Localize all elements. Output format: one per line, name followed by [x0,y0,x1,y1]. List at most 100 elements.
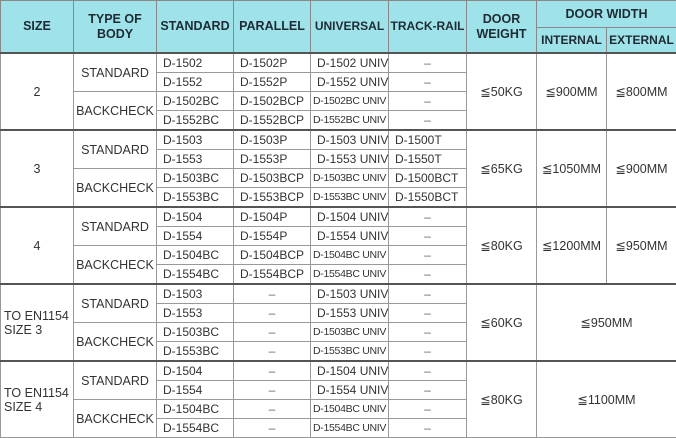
track-rail-model: – [389,419,467,438]
internal-width-cell: ≦1050MM [537,130,607,207]
door-weight-cell: ≦65KG [467,130,537,207]
track-rail-model: – [389,111,467,131]
track-rail-model: – [389,361,467,381]
size-cell: 3 [1,130,74,207]
track-rail-model: D-1550T [389,150,467,169]
universal-model: D-1553 UNIV [311,150,389,169]
universal-model: D-1552 UNIV [311,73,389,92]
header-door-weight: DOOR WEIGHT [467,1,537,54]
universal-model: D-1554BC UNIV [311,265,389,285]
track-rail-model: D-1500BCT [389,169,467,188]
door-width-cell: ≦1100MM [537,361,676,438]
standard-model: D-1504 [157,207,234,227]
track-rail-model: – [389,246,467,265]
standard-model: D-1502 [157,53,234,73]
track-rail-model: – [389,304,467,323]
door-weight-cell: ≦60KG [467,284,537,361]
body-type-cell: STANDARD [74,130,157,169]
standard-model: D-1554 [157,227,234,246]
universal-model: D-1502BC UNIV [311,92,389,111]
standard-model: D-1553BC [157,188,234,208]
internal-width-cell: ≦1200MM [537,207,607,284]
track-rail-model: – [389,92,467,111]
universal-model: D-1504 UNIV [311,361,389,381]
header-track-rail: TRACK-RAIL [389,1,467,54]
standard-model: D-1504 [157,361,234,381]
door-weight-cell: ≦80KG [467,207,537,284]
parallel-model: D-1553BCP [234,188,311,208]
door-weight-cell: ≦80KG [467,361,537,438]
track-rail-model: D-1550BCT [389,188,467,208]
parallel-model: D-1552BCP [234,111,311,131]
header-parallel: PARALLEL [234,1,311,54]
universal-model: D-1554 UNIV [311,227,389,246]
size-cell: TO EN1154 SIZE 3 [1,284,74,361]
track-rail-model: – [389,227,467,246]
parallel-model: D-1554BCP [234,265,311,285]
standard-model: D-1503 [157,284,234,304]
parallel-model: D-1553P [234,150,311,169]
universal-model: D-1504BC UNIV [311,246,389,265]
universal-model: D-1503BC UNIV [311,323,389,342]
universal-model: D-1503 UNIV [311,130,389,150]
header-size: SIZE [1,1,74,54]
track-rail-model: – [389,73,467,92]
universal-model: D-1554 UNIV [311,381,389,400]
standard-model: D-1503BC [157,169,234,188]
standard-model: D-1504BC [157,246,234,265]
size-cell: TO EN1154 SIZE 4 [1,361,74,438]
door-width-cell: ≦950MM [537,284,676,361]
body-type-cell: BACKCHECK [74,323,157,362]
universal-model: D-1553BC UNIV [311,342,389,362]
parallel-model: D-1502P [234,53,311,73]
track-rail-model: – [389,400,467,419]
parallel-model: D-1502BCP [234,92,311,111]
size-cell: 4 [1,207,74,284]
universal-model: D-1503BC UNIV [311,169,389,188]
universal-model: D-1553BC UNIV [311,188,389,208]
body-type-cell: STANDARD [74,361,157,400]
standard-model: D-1553BC [157,342,234,362]
standard-model: D-1502BC [157,92,234,111]
header-external: EXTERNAL [607,28,676,54]
track-rail-model: – [389,53,467,73]
parallel-model: – [234,304,311,323]
standard-model: D-1503BC [157,323,234,342]
parallel-model: D-1503P [234,130,311,150]
standard-model: D-1553 [157,150,234,169]
body-type-cell: BACKCHECK [74,246,157,285]
body-type-cell: BACKCHECK [74,169,157,208]
body-type-cell: BACKCHECK [74,92,157,131]
standard-model: D-1554BC [157,265,234,285]
internal-width-cell: ≦900MM [537,53,607,130]
external-width-cell: ≦800MM [607,53,676,130]
parallel-model: D-1552P [234,73,311,92]
door-weight-cell: ≦50KG [467,53,537,130]
parallel-model: D-1504BCP [234,246,311,265]
header-door-width: DOOR WIDTH [537,1,676,28]
standard-model: D-1503 [157,130,234,150]
standard-model: D-1552 [157,73,234,92]
standard-model: D-1554 [157,381,234,400]
external-width-cell: ≦950MM [607,207,676,284]
parallel-model: D-1554P [234,227,311,246]
header-type-of-body: TYPE OF BODY [74,1,157,54]
universal-model: D-1504 UNIV [311,207,389,227]
track-rail-model: – [389,207,467,227]
standard-model: D-1504BC [157,400,234,419]
size-cell: 2 [1,53,74,130]
track-rail-model: D-1500T [389,130,467,150]
universal-model: D-1554BC UNIV [311,419,389,438]
external-width-cell: ≦900MM [607,130,676,207]
parallel-model: – [234,342,311,362]
universal-model: D-1504BC UNIV [311,400,389,419]
track-rail-model: – [389,323,467,342]
universal-model: D-1502 UNIV [311,53,389,73]
parallel-model: – [234,284,311,304]
parallel-model: D-1503BCP [234,169,311,188]
